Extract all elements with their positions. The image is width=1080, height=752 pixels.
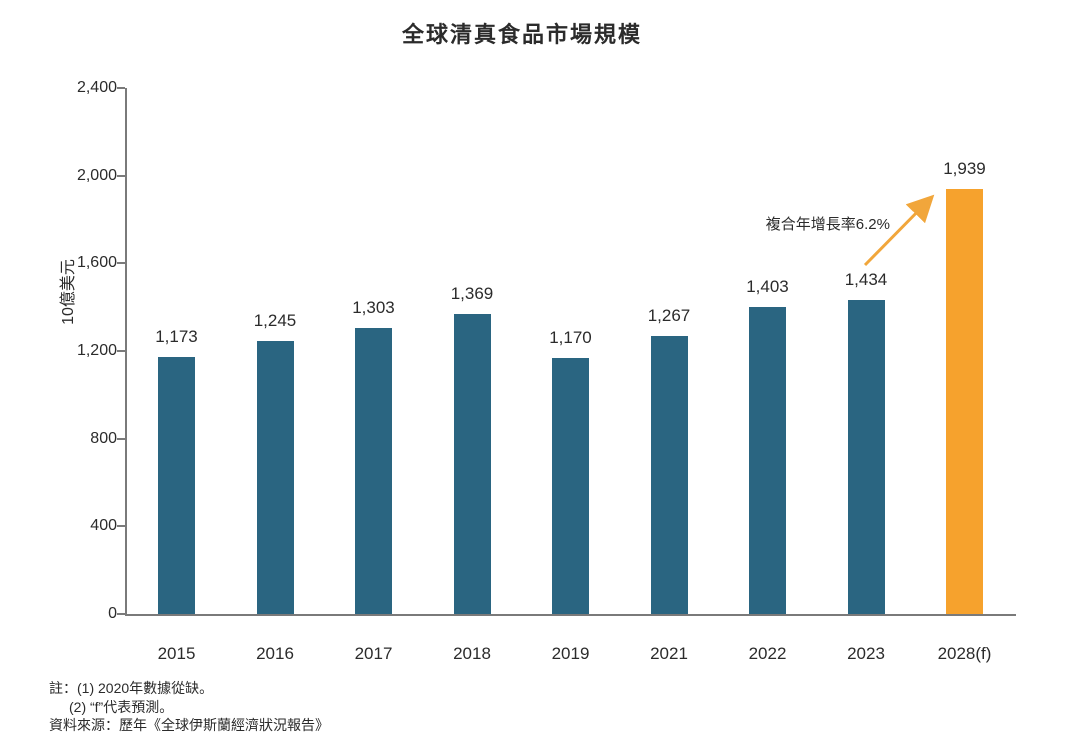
bar-value-label: 1,403: [746, 276, 789, 296]
bar-value-label: 1,170: [549, 327, 592, 347]
bar-2023: [847, 299, 885, 614]
bar-2018: [453, 313, 491, 614]
bar-value-label: 1,939: [943, 159, 986, 179]
y-axis-tick-label: 800: [90, 429, 117, 447]
bar-value-label: 1,173: [155, 326, 198, 346]
bar-2016: [256, 341, 294, 614]
bar-2028(f): [946, 189, 983, 614]
bar-value-label: 1,434: [844, 269, 888, 289]
y-axis-tick-label: 2,000: [76, 166, 117, 184]
x-axis-category-label: 2018: [453, 644, 491, 663]
bar-value-label: 1,303: [352, 298, 395, 318]
y-axis-tick-mark: [117, 613, 125, 615]
y-axis-tick-mark: [117, 525, 125, 528]
bar-value-label: 1,369: [450, 283, 494, 303]
footnote-line-2: (2) “f”代表預測。: [69, 699, 174, 715]
x-axis-category-label: 2019: [551, 644, 590, 663]
y-axis-tick-mark: [117, 262, 125, 265]
y-axis-tick-label: 1,600: [76, 254, 117, 272]
x-axis-category-label: 2028(f): [937, 644, 992, 663]
bar-value-label: 1,245: [253, 311, 297, 331]
y-axis-tick-mark: [117, 350, 125, 352]
bar-2019: [552, 357, 589, 614]
y-axis-tick-label: 0: [108, 605, 117, 622]
y-axis-tick-mark: [117, 87, 125, 89]
chart-title: 全球清真食品市場規模: [401, 22, 642, 47]
x-axis-category-label: 2015: [157, 644, 196, 663]
y-axis-tick-mark: [117, 174, 125, 177]
y-axis-tick-mark: [117, 437, 125, 440]
source-line: 資料來源：歷年《全球伊斯蘭經濟狀況報告》: [49, 717, 329, 733]
bar-2017: [355, 328, 392, 614]
cagr-annotation-label: 複合年增長率6.2%: [765, 216, 890, 233]
x-axis-category-label: 2021: [650, 644, 688, 663]
x-axis-category-label: 2023: [847, 644, 885, 663]
x-axis-line: [125, 614, 1016, 616]
x-axis-category-label: 2022: [748, 644, 787, 663]
x-axis-category-label: 2016: [256, 644, 294, 663]
y-axis-tick-label: 400: [90, 517, 117, 535]
footnote-line-1: 註：(1) 2020年數據從缺。: [49, 680, 214, 696]
bar-2021: [650, 336, 688, 614]
y-axis-tick-label: 2,400: [76, 79, 117, 96]
x-axis-category-label: 2017: [354, 644, 393, 663]
bar-2015: [158, 356, 195, 614]
bar-value-label: 1,267: [647, 306, 691, 326]
y-axis-line: [125, 88, 127, 616]
y-axis-tick-label: 1,200: [76, 342, 117, 359]
bar-2022: [749, 306, 786, 614]
growth-arrow-icon: [863, 194, 935, 267]
